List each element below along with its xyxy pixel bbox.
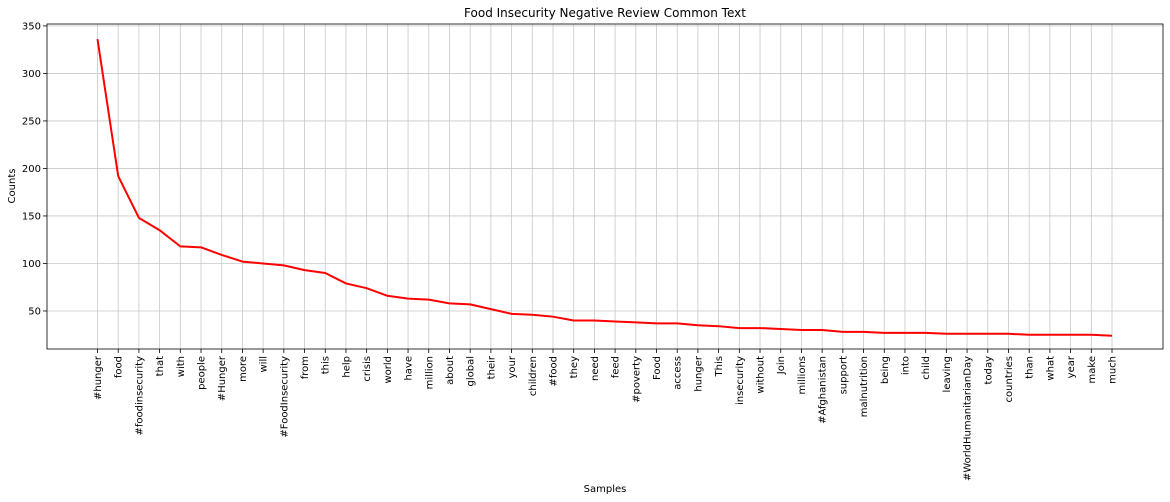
x-tick-label: countries	[1004, 356, 1015, 402]
x-tick-label: children	[528, 356, 539, 396]
x-axis: #hunger food #foodinsecurity that with people…	[93, 349, 1119, 481]
x-tick-label: malnutrition	[859, 356, 870, 417]
x-tick-label: more	[238, 356, 249, 382]
x-tick-label: year	[1066, 355, 1077, 378]
x-tick-label: will	[259, 356, 270, 373]
x-tick-label: this	[321, 356, 332, 374]
x-tick-label: Food	[652, 356, 663, 380]
grid	[47, 24, 1163, 349]
x-tick-label: world	[383, 356, 394, 384]
x-tick-label: need	[590, 356, 601, 381]
y-axis-label: Counts	[7, 169, 18, 204]
plot-area-frame	[46, 23, 1164, 350]
x-tick-label: #Afghanistan	[818, 356, 829, 424]
x-tick-label: global	[466, 356, 477, 387]
x-tick-label: insecurity	[735, 356, 746, 405]
series-line	[96, 39, 1113, 337]
x-tick-label: child	[921, 356, 932, 380]
y-tick-label: 50	[28, 306, 41, 317]
x-tick-label: being	[880, 356, 891, 384]
x-tick-label: #FoodInsecurity	[279, 356, 290, 438]
y-tick-label: 250	[22, 116, 41, 127]
x-tick-label: support	[838, 356, 849, 394]
x-tick-label: what	[1045, 356, 1056, 381]
chart-title: Food Insecurity Negative Review Common T…	[464, 6, 746, 20]
x-tick-label: This	[714, 356, 725, 377]
x-tick-label: their	[486, 355, 497, 379]
y-tick-label: 100	[22, 259, 41, 270]
x-tick-label: million	[424, 356, 435, 389]
x-tick-label: #Hunger	[217, 355, 228, 401]
y-tick-label: 200	[22, 164, 41, 175]
x-tick-label: Join	[776, 356, 787, 375]
x-tick-label: into	[900, 356, 911, 375]
x-tick-label: people	[197, 356, 208, 390]
x-tick-label: #food	[548, 356, 559, 386]
x-tick-label: that	[155, 356, 166, 376]
x-tick-label: feed	[611, 356, 622, 378]
x-tick-label: about	[445, 356, 456, 385]
x-tick-label: #hunger	[93, 355, 104, 400]
x-tick-label: millions	[797, 356, 808, 395]
x-tick-label: access	[673, 356, 684, 390]
x-tick-label: have	[404, 356, 415, 381]
x-tick-label: much	[1108, 356, 1119, 384]
x-tick-label: they	[569, 356, 580, 378]
x-tick-label: crisis	[362, 356, 373, 382]
x-tick-label: leaving	[942, 356, 953, 392]
x-tick-label: #WorldHumanitarianDay	[963, 356, 974, 481]
x-tick-label: #poverty	[631, 356, 642, 403]
x-tick-label: without	[756, 356, 767, 394]
x-tick-label: help	[341, 356, 352, 378]
y-axis: 50 100 150 200 250 300 350	[22, 21, 47, 317]
x-tick-label: your	[507, 355, 518, 378]
x-tick-label: than	[1025, 356, 1036, 379]
x-tick-label: hunger	[693, 355, 704, 392]
x-tick-label: make	[1087, 356, 1098, 383]
x-tick-label: with	[176, 356, 187, 377]
x-axis-label: Samples	[584, 484, 627, 495]
x-tick-label: food	[114, 356, 125, 378]
y-tick-label: 300	[22, 69, 41, 80]
x-tick-label: today	[983, 356, 994, 385]
x-tick-label: from	[300, 356, 311, 379]
y-tick-label: 150	[22, 211, 41, 222]
x-tick-label: #foodinsecurity	[134, 356, 145, 436]
y-tick-label: 350	[22, 21, 41, 32]
